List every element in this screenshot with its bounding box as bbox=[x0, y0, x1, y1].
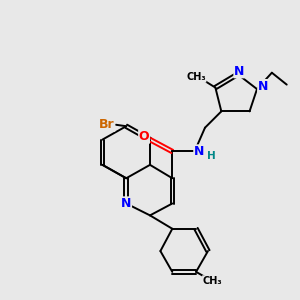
Text: N: N bbox=[194, 145, 204, 158]
Text: CH₃: CH₃ bbox=[202, 276, 222, 286]
Text: O: O bbox=[139, 130, 149, 143]
Text: N: N bbox=[234, 65, 244, 78]
Text: Br: Br bbox=[99, 118, 115, 131]
Text: N: N bbox=[258, 80, 268, 93]
Text: CH₃: CH₃ bbox=[186, 72, 206, 82]
Text: N: N bbox=[121, 197, 131, 210]
Text: H: H bbox=[207, 151, 215, 161]
